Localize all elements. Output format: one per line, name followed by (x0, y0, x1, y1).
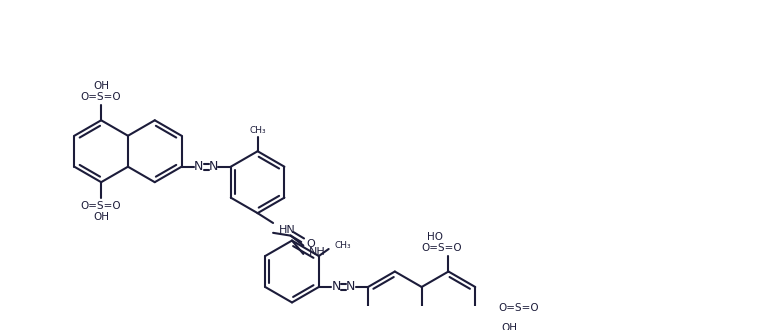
Text: O=S=O: O=S=O (81, 201, 121, 211)
Text: OH: OH (501, 323, 517, 330)
Text: OH: OH (93, 81, 109, 91)
Text: N: N (194, 160, 203, 173)
Text: HN: HN (279, 225, 296, 235)
Text: OH: OH (93, 212, 109, 222)
Text: NH: NH (309, 247, 326, 257)
Text: O=S=O: O=S=O (81, 92, 121, 102)
Text: N: N (331, 280, 341, 293)
Text: CH₃: CH₃ (249, 126, 266, 135)
Text: N: N (346, 280, 356, 293)
Text: O=S=O: O=S=O (421, 243, 462, 253)
Text: N: N (209, 160, 218, 173)
Text: O=S=O: O=S=O (499, 303, 540, 313)
Text: O: O (306, 239, 315, 249)
Text: CH₃: CH₃ (334, 241, 351, 250)
Text: HO: HO (427, 232, 443, 242)
